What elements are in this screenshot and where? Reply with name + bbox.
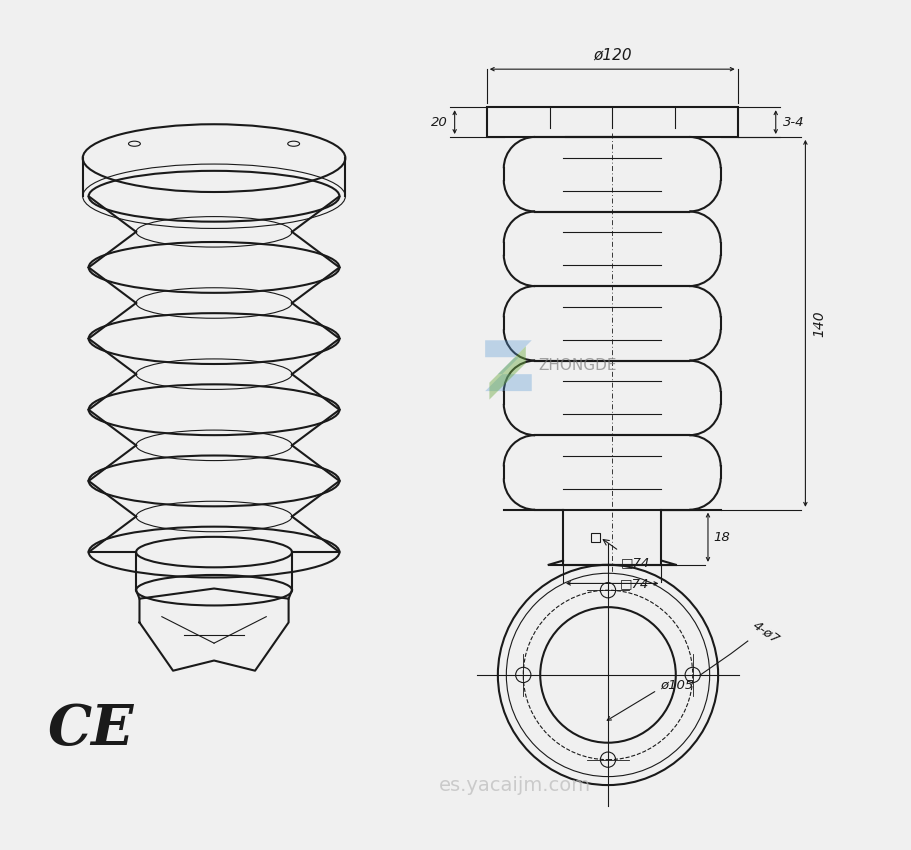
Text: 4-ø7: 4-ø7 xyxy=(751,619,782,646)
Text: 18: 18 xyxy=(713,530,730,544)
Text: es.yacaijm.com: es.yacaijm.com xyxy=(439,775,591,795)
Bar xyxy=(590,533,600,542)
Text: ø120: ø120 xyxy=(593,48,631,62)
Text: □74: □74 xyxy=(619,577,649,590)
Text: ZHONGDE: ZHONGDE xyxy=(538,358,617,373)
Text: CE: CE xyxy=(48,702,135,757)
Polygon shape xyxy=(489,346,526,400)
Text: 20: 20 xyxy=(431,116,448,128)
Text: ø105: ø105 xyxy=(660,678,694,692)
Text: 3-4: 3-4 xyxy=(783,116,804,128)
Text: □74: □74 xyxy=(620,556,650,569)
Text: 140: 140 xyxy=(813,310,826,337)
Polygon shape xyxy=(486,340,532,391)
